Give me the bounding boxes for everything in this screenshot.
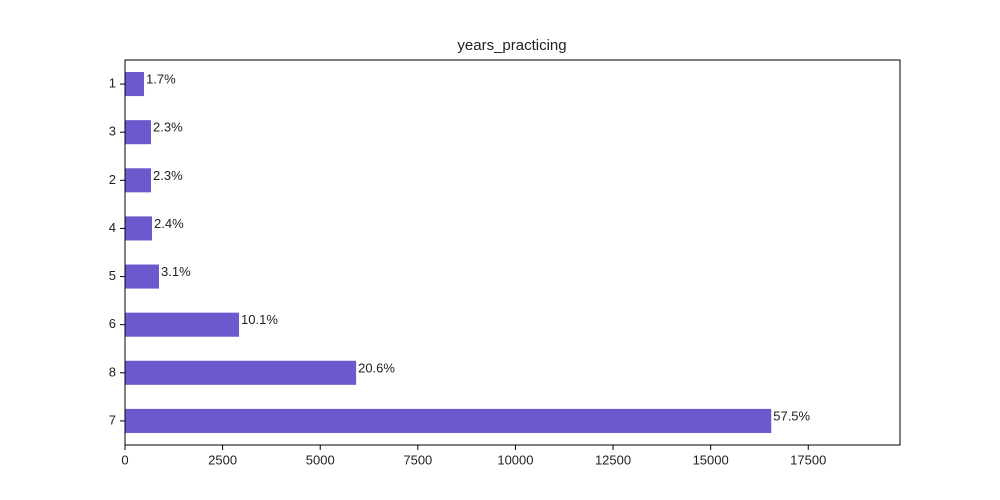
bar [125, 120, 152, 145]
y-tick-label: 5 [109, 268, 116, 283]
chart-title: years_practicing [457, 37, 566, 54]
bar-label: 20.6% [358, 360, 395, 375]
x-tick-label: 7500 [403, 452, 432, 467]
bar [125, 264, 160, 289]
bar-label: 2.4% [154, 216, 184, 231]
bar-label: 1.7% [146, 72, 176, 87]
y-tick-label: 8 [109, 364, 116, 379]
bar-label: 57.5% [773, 408, 810, 423]
y-tick-label: 1 [109, 76, 116, 91]
y-tick-label: 6 [109, 316, 116, 331]
x-tick-label: 0 [121, 452, 128, 467]
x-tick-label: 5000 [306, 452, 335, 467]
bar-label: 10.1% [241, 312, 278, 327]
bar [125, 312, 240, 337]
x-tick-label: 2500 [208, 452, 237, 467]
x-tick-label: 15000 [693, 452, 729, 467]
bar [125, 360, 357, 385]
bar-label: 2.3% [153, 168, 183, 183]
y-tick-label: 2 [109, 172, 116, 187]
bar-label: 3.1% [161, 264, 191, 279]
y-tick-label: 3 [109, 124, 116, 139]
y-tick-label: 7 [109, 412, 116, 427]
y-tick-label: 4 [109, 220, 116, 235]
bar [125, 168, 152, 193]
x-tick-label: 10000 [497, 452, 533, 467]
bar-label: 2.3% [153, 120, 183, 135]
bar [125, 408, 772, 433]
bar [125, 72, 145, 97]
bar [125, 216, 153, 241]
plot-frame [124, 59, 901, 446]
x-tick-label: 12500 [595, 452, 631, 467]
x-tick-label: 17500 [790, 452, 826, 467]
